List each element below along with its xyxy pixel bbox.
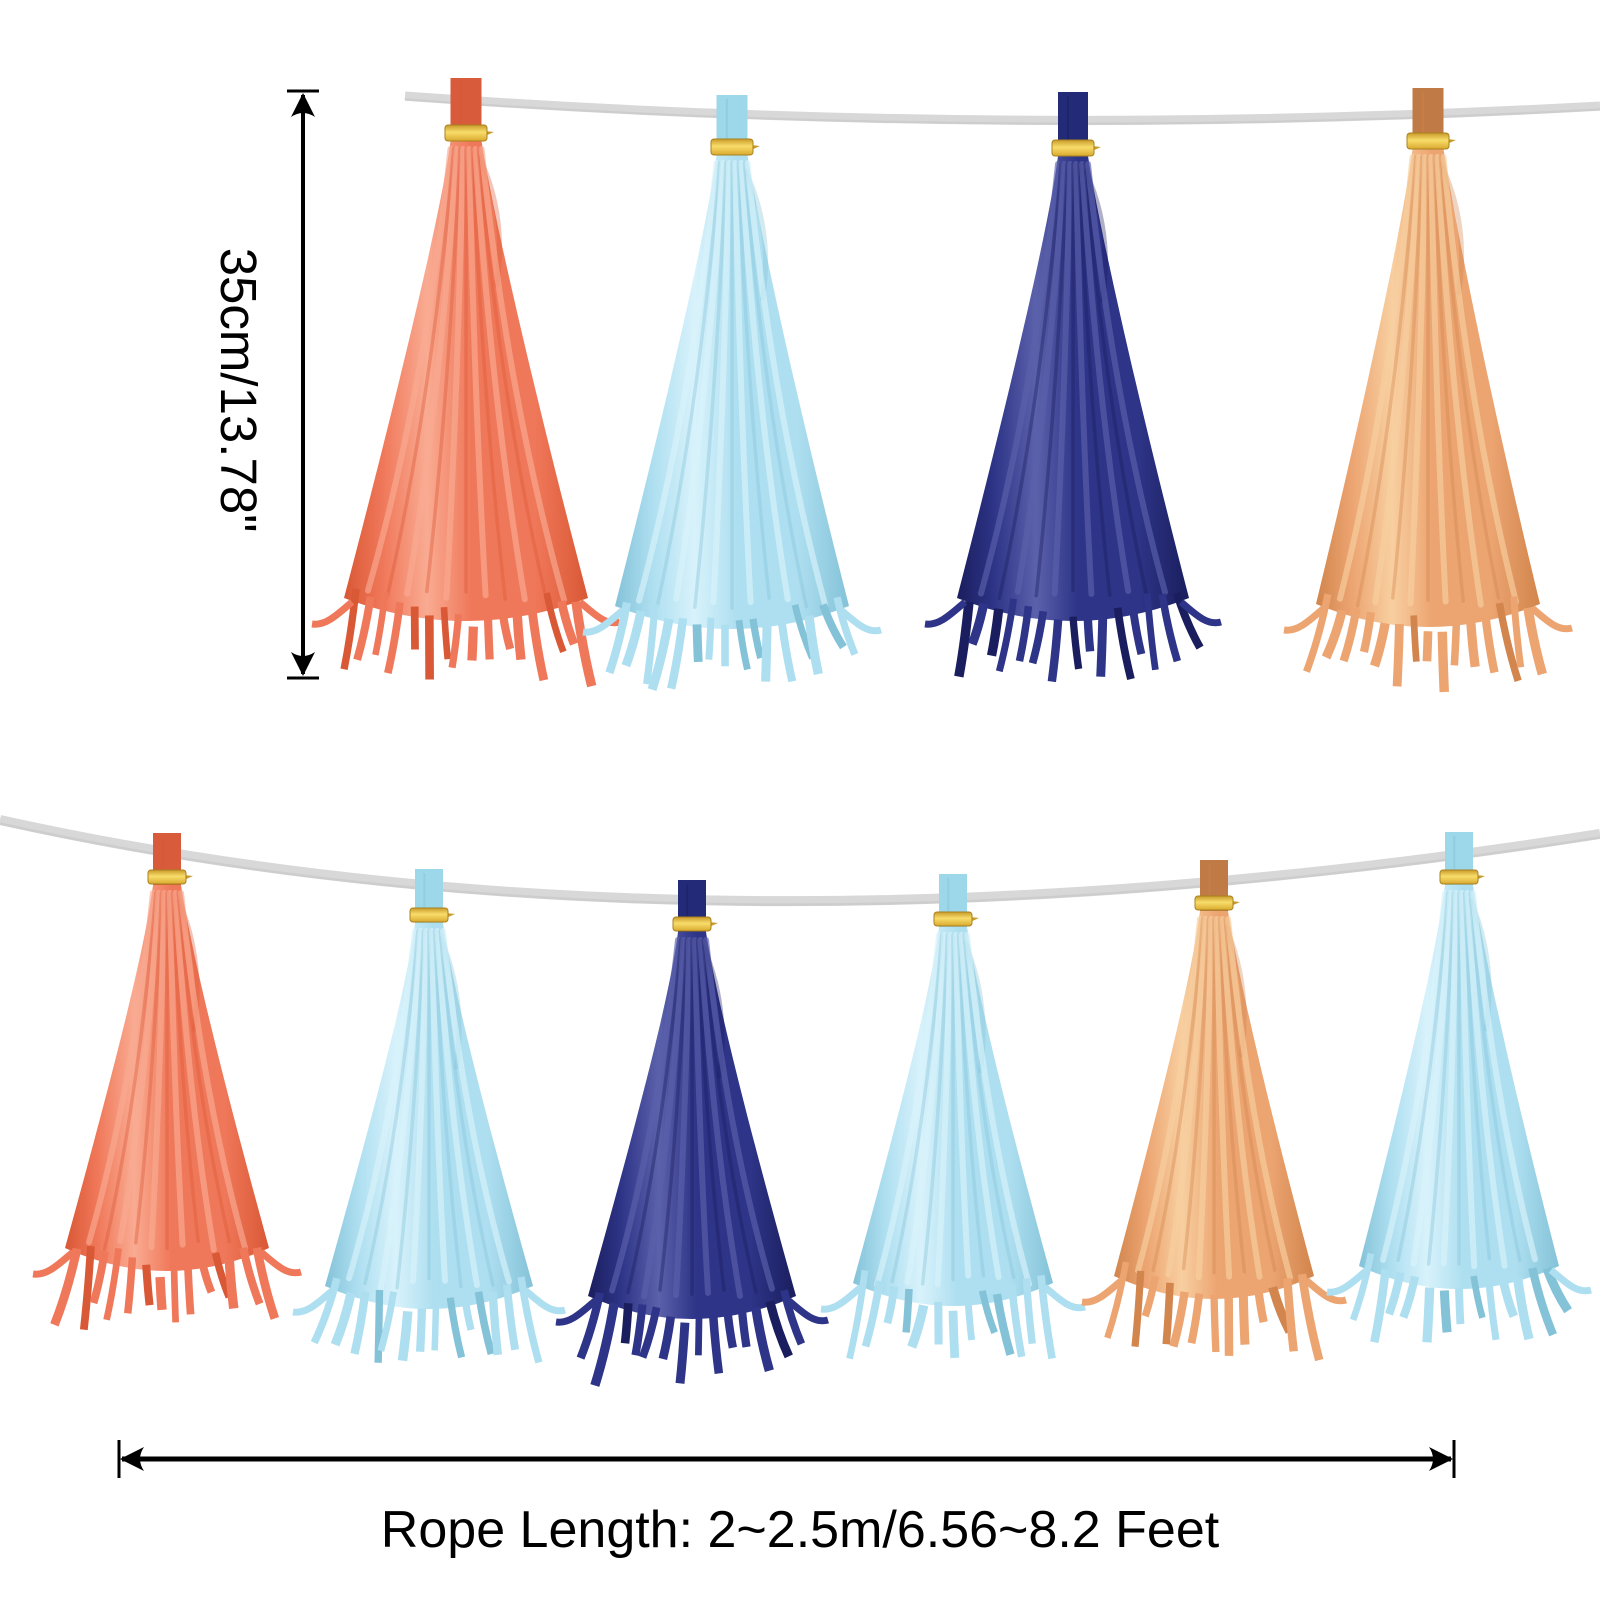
tassel-skirt [1114, 911, 1314, 1299]
gold-ring [672, 916, 712, 932]
garland-rope-bottom [0, 815, 1600, 907]
tassel-fringe [1081, 1261, 1347, 1362]
tassel-blue [292, 869, 566, 1364]
tassel-tan [1081, 860, 1347, 1362]
tassel-skirt [853, 927, 1053, 1306]
tassel-skirt [65, 885, 269, 1271]
gold-ring [1194, 895, 1234, 911]
tassel-folds [365, 146, 567, 603]
tassel-fringe [1283, 593, 1573, 693]
rope-length-dimension-arrow [117, 1440, 1456, 1478]
tassel-length-label: 35cm/13.78" [210, 247, 267, 533]
tassel-skirt [1316, 149, 1540, 627]
gold-ring [409, 907, 449, 923]
tassel-navy [555, 880, 829, 1387]
tassel-folds [1135, 916, 1293, 1281]
length-arrowhead-left-icon [120, 1447, 144, 1471]
tassel-skirt [957, 156, 1189, 621]
tassel-folds [346, 928, 512, 1291]
gold-ring [1051, 139, 1095, 157]
tassel-folds [636, 160, 828, 610]
gold-ring [933, 911, 973, 927]
tassel-fringe [582, 596, 882, 691]
tassel-fringe [32, 1245, 302, 1331]
tassel-fringe [820, 1270, 1086, 1360]
garland-bottom [0, 815, 1600, 1387]
length-arrowhead-right-icon [1429, 1447, 1453, 1471]
gold-ring [444, 124, 488, 142]
tassel-blue [820, 874, 1086, 1360]
tassel-skirt [344, 141, 588, 621]
tassel-fringe [555, 1289, 829, 1387]
tassel-skirt [325, 923, 533, 1309]
garland-top [311, 78, 1600, 693]
tassel-coral [32, 833, 302, 1331]
tassel-folds [874, 932, 1032, 1288]
gold-ring [710, 138, 754, 156]
gold-ring [147, 869, 187, 885]
height-arrowhead-up-icon [291, 93, 315, 117]
tassel-folds [978, 161, 1168, 601]
tassel-fringe [1326, 1252, 1592, 1344]
tassel-fringe [311, 588, 621, 688]
tassel-skirt [615, 155, 849, 629]
tassel-blue [1326, 832, 1592, 1344]
tassel-skirt [1359, 885, 1559, 1289]
tassel-navy [924, 92, 1222, 683]
rope-length-label: Rope Length: 2~2.5m/6.56~8.2 Feet [380, 1501, 1220, 1559]
height-arrowhead-down-icon [291, 652, 315, 676]
tassel-skirt [588, 932, 796, 1319]
tassel-coral [311, 78, 621, 688]
tassel-fringe [924, 592, 1222, 683]
tassel-folds [86, 890, 248, 1253]
tassel-folds [1337, 154, 1519, 608]
tassel-fringe [292, 1276, 566, 1364]
gold-ring [1439, 869, 1479, 885]
gold-ring [1406, 132, 1450, 150]
tassel-folds [1380, 890, 1538, 1270]
tassel-folds [609, 937, 775, 1300]
tassel-tan [1283, 88, 1573, 693]
tassel-blue [582, 95, 882, 691]
height-dimension-arrow [287, 89, 319, 680]
